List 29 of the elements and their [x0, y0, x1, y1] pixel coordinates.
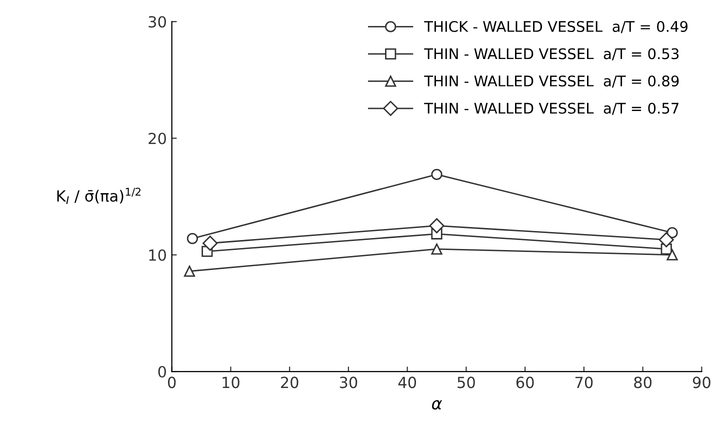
x-tick-label: 80 [634, 376, 652, 388]
x-tick-label: 0 [168, 376, 176, 388]
y-axis-title: K$_{I}$ / σ̄(πa)$^{1/2}$ [57, 188, 140, 204]
point [666, 227, 678, 238]
legend-label: THIN - WALLED VESSEL a/T = 0.89 [424, 75, 679, 88]
x-tick-label: 70 [575, 376, 593, 388]
x-tick-label: 60 [516, 376, 534, 388]
legend-label: THIN - WALLED VESSEL a/T = 0.57 [424, 102, 678, 115]
point [184, 266, 196, 277]
legend-label: THICK - WALLED VESSEL a/T = 0.49 [424, 20, 688, 34]
point [666, 249, 678, 260]
point [431, 243, 442, 255]
x-axis-title: α [432, 400, 442, 410]
point [429, 218, 444, 234]
y-tick-label: 0 [158, 366, 166, 378]
point [186, 232, 198, 244]
x-tick-label: 10 [222, 376, 240, 388]
y-tick-label: 30 [148, 16, 166, 28]
point [202, 236, 218, 251]
x-tick-label: 40 [398, 376, 416, 388]
x-tick-label: 90 [692, 376, 710, 388]
legend-label: THIN - WALLED VESSEL a/T = 0.53 [424, 48, 679, 60]
point [431, 168, 442, 180]
point [658, 232, 674, 248]
y-tick-label: 10 [149, 249, 166, 261]
y-tick-label: 20 [148, 132, 166, 144]
x-tick-label: 20 [280, 376, 298, 388]
x-tick-label: 50 [458, 376, 475, 388]
x-tick-label: 30 [340, 376, 358, 388]
